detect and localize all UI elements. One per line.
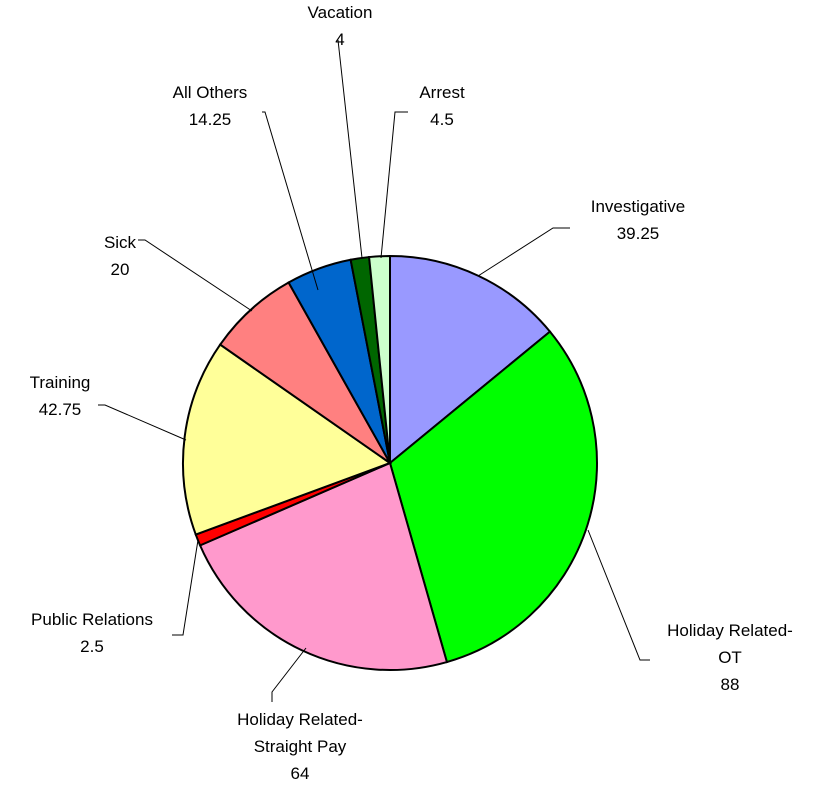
label-line: Holiday Related- <box>237 710 363 729</box>
leader-line <box>587 529 650 661</box>
slice-label: Training <box>30 373 91 392</box>
pie-slice <box>367 254 391 464</box>
slice-label: All Others <box>173 83 248 102</box>
label-line: Holiday Related- <box>667 621 793 640</box>
slice-value: 14.25 <box>189 110 232 129</box>
leader-line <box>477 227 570 277</box>
slice-label: Public Relations <box>31 610 153 629</box>
slice-value: 42.75 <box>39 400 82 419</box>
label-line: Straight Pay <box>254 737 347 756</box>
slice-label: Vacation <box>308 3 373 22</box>
label-line: Investigative <box>591 197 686 216</box>
slice-value: 4.5 <box>430 110 454 129</box>
pie-slice <box>182 343 393 536</box>
label-line: Vacation <box>308 3 373 22</box>
label-line: Arrest <box>419 83 465 102</box>
leader-line <box>380 111 408 259</box>
slice-value: 39.25 <box>617 224 660 243</box>
leader-line <box>262 111 319 291</box>
slice-label: Sick <box>104 233 137 252</box>
label-line: All Others <box>173 83 248 102</box>
slice-value: 4 <box>335 30 344 49</box>
slice-label: Arrest <box>419 83 465 102</box>
slice-value: 88 <box>721 675 740 694</box>
slice-label: Holiday Related- OT <box>667 621 793 667</box>
leader-line <box>337 39 363 259</box>
leader-line <box>98 404 187 441</box>
slice-value: 20 <box>111 260 130 279</box>
leader-line <box>138 239 253 312</box>
leader-line <box>172 539 199 636</box>
label-line: OT <box>718 648 742 667</box>
label-line: Training <box>30 373 91 392</box>
label-line: Sick <box>104 233 137 252</box>
slice-value: 2.5 <box>80 637 104 656</box>
label-line: Public Relations <box>31 610 153 629</box>
leader-line <box>271 647 307 702</box>
pie-slice <box>198 461 449 671</box>
slice-value: 64 <box>291 764 310 783</box>
slice-label: Holiday Related- Straight Pay <box>237 710 363 756</box>
pie-slice <box>388 330 598 664</box>
slice-label: Investigative <box>591 197 686 216</box>
